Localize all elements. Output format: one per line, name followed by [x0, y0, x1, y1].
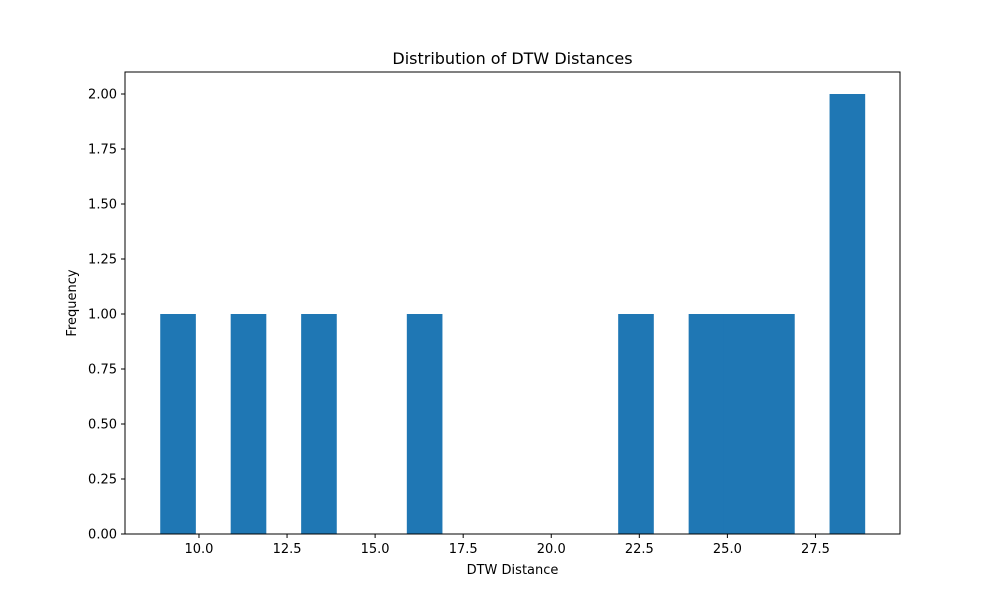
x-tick-label: 12.5 — [273, 542, 302, 557]
y-tick-label: 0.25 — [88, 473, 117, 488]
histogram-bar — [759, 314, 795, 534]
histogram-bar — [829, 94, 866, 534]
x-tick-label: 17.5 — [449, 542, 478, 557]
histogram-bar — [160, 314, 196, 534]
histogram-bar — [406, 314, 443, 534]
y-tick-label: 1.75 — [88, 143, 117, 158]
histogram-bar — [723, 314, 760, 534]
x-axis-label: DTW Distance — [467, 563, 559, 578]
y-tick-label: 0.75 — [88, 363, 117, 378]
histogram-bar — [301, 314, 337, 534]
y-tick-label: 1.25 — [88, 253, 117, 268]
histogram-bar — [688, 314, 725, 534]
bars-group — [160, 94, 866, 534]
y-axis-label: Frequency — [65, 269, 80, 336]
x-tick-label: 15.0 — [361, 542, 390, 557]
x-axis-ticks: 10.0 12.5 15.0 17.5 20.0 22.5 25.0 27.5 — [185, 534, 830, 557]
x-tick-label: 10.0 — [185, 542, 214, 557]
y-tick-label: 1.50 — [88, 198, 117, 213]
y-tick-label: 2.00 — [88, 88, 117, 103]
y-tick-label: 0.50 — [88, 418, 117, 433]
x-tick-label: 25.0 — [713, 542, 742, 557]
y-tick-label: 1.00 — [88, 308, 117, 323]
histogram-bar — [618, 314, 654, 534]
x-tick-label: 20.0 — [537, 542, 566, 557]
y-axis-ticks: 0.00 0.25 0.50 0.75 1.00 1.25 1.50 1.75 2.00 — [88, 88, 125, 543]
x-tick-label: 22.5 — [625, 542, 654, 557]
chart-title: Distribution of DTW Distances — [392, 49, 632, 68]
histogram-bar — [230, 314, 267, 534]
plot-frame — [124, 71, 901, 535]
y-tick-label: 0.00 — [88, 528, 117, 543]
x-tick-label: 27.5 — [801, 542, 830, 557]
